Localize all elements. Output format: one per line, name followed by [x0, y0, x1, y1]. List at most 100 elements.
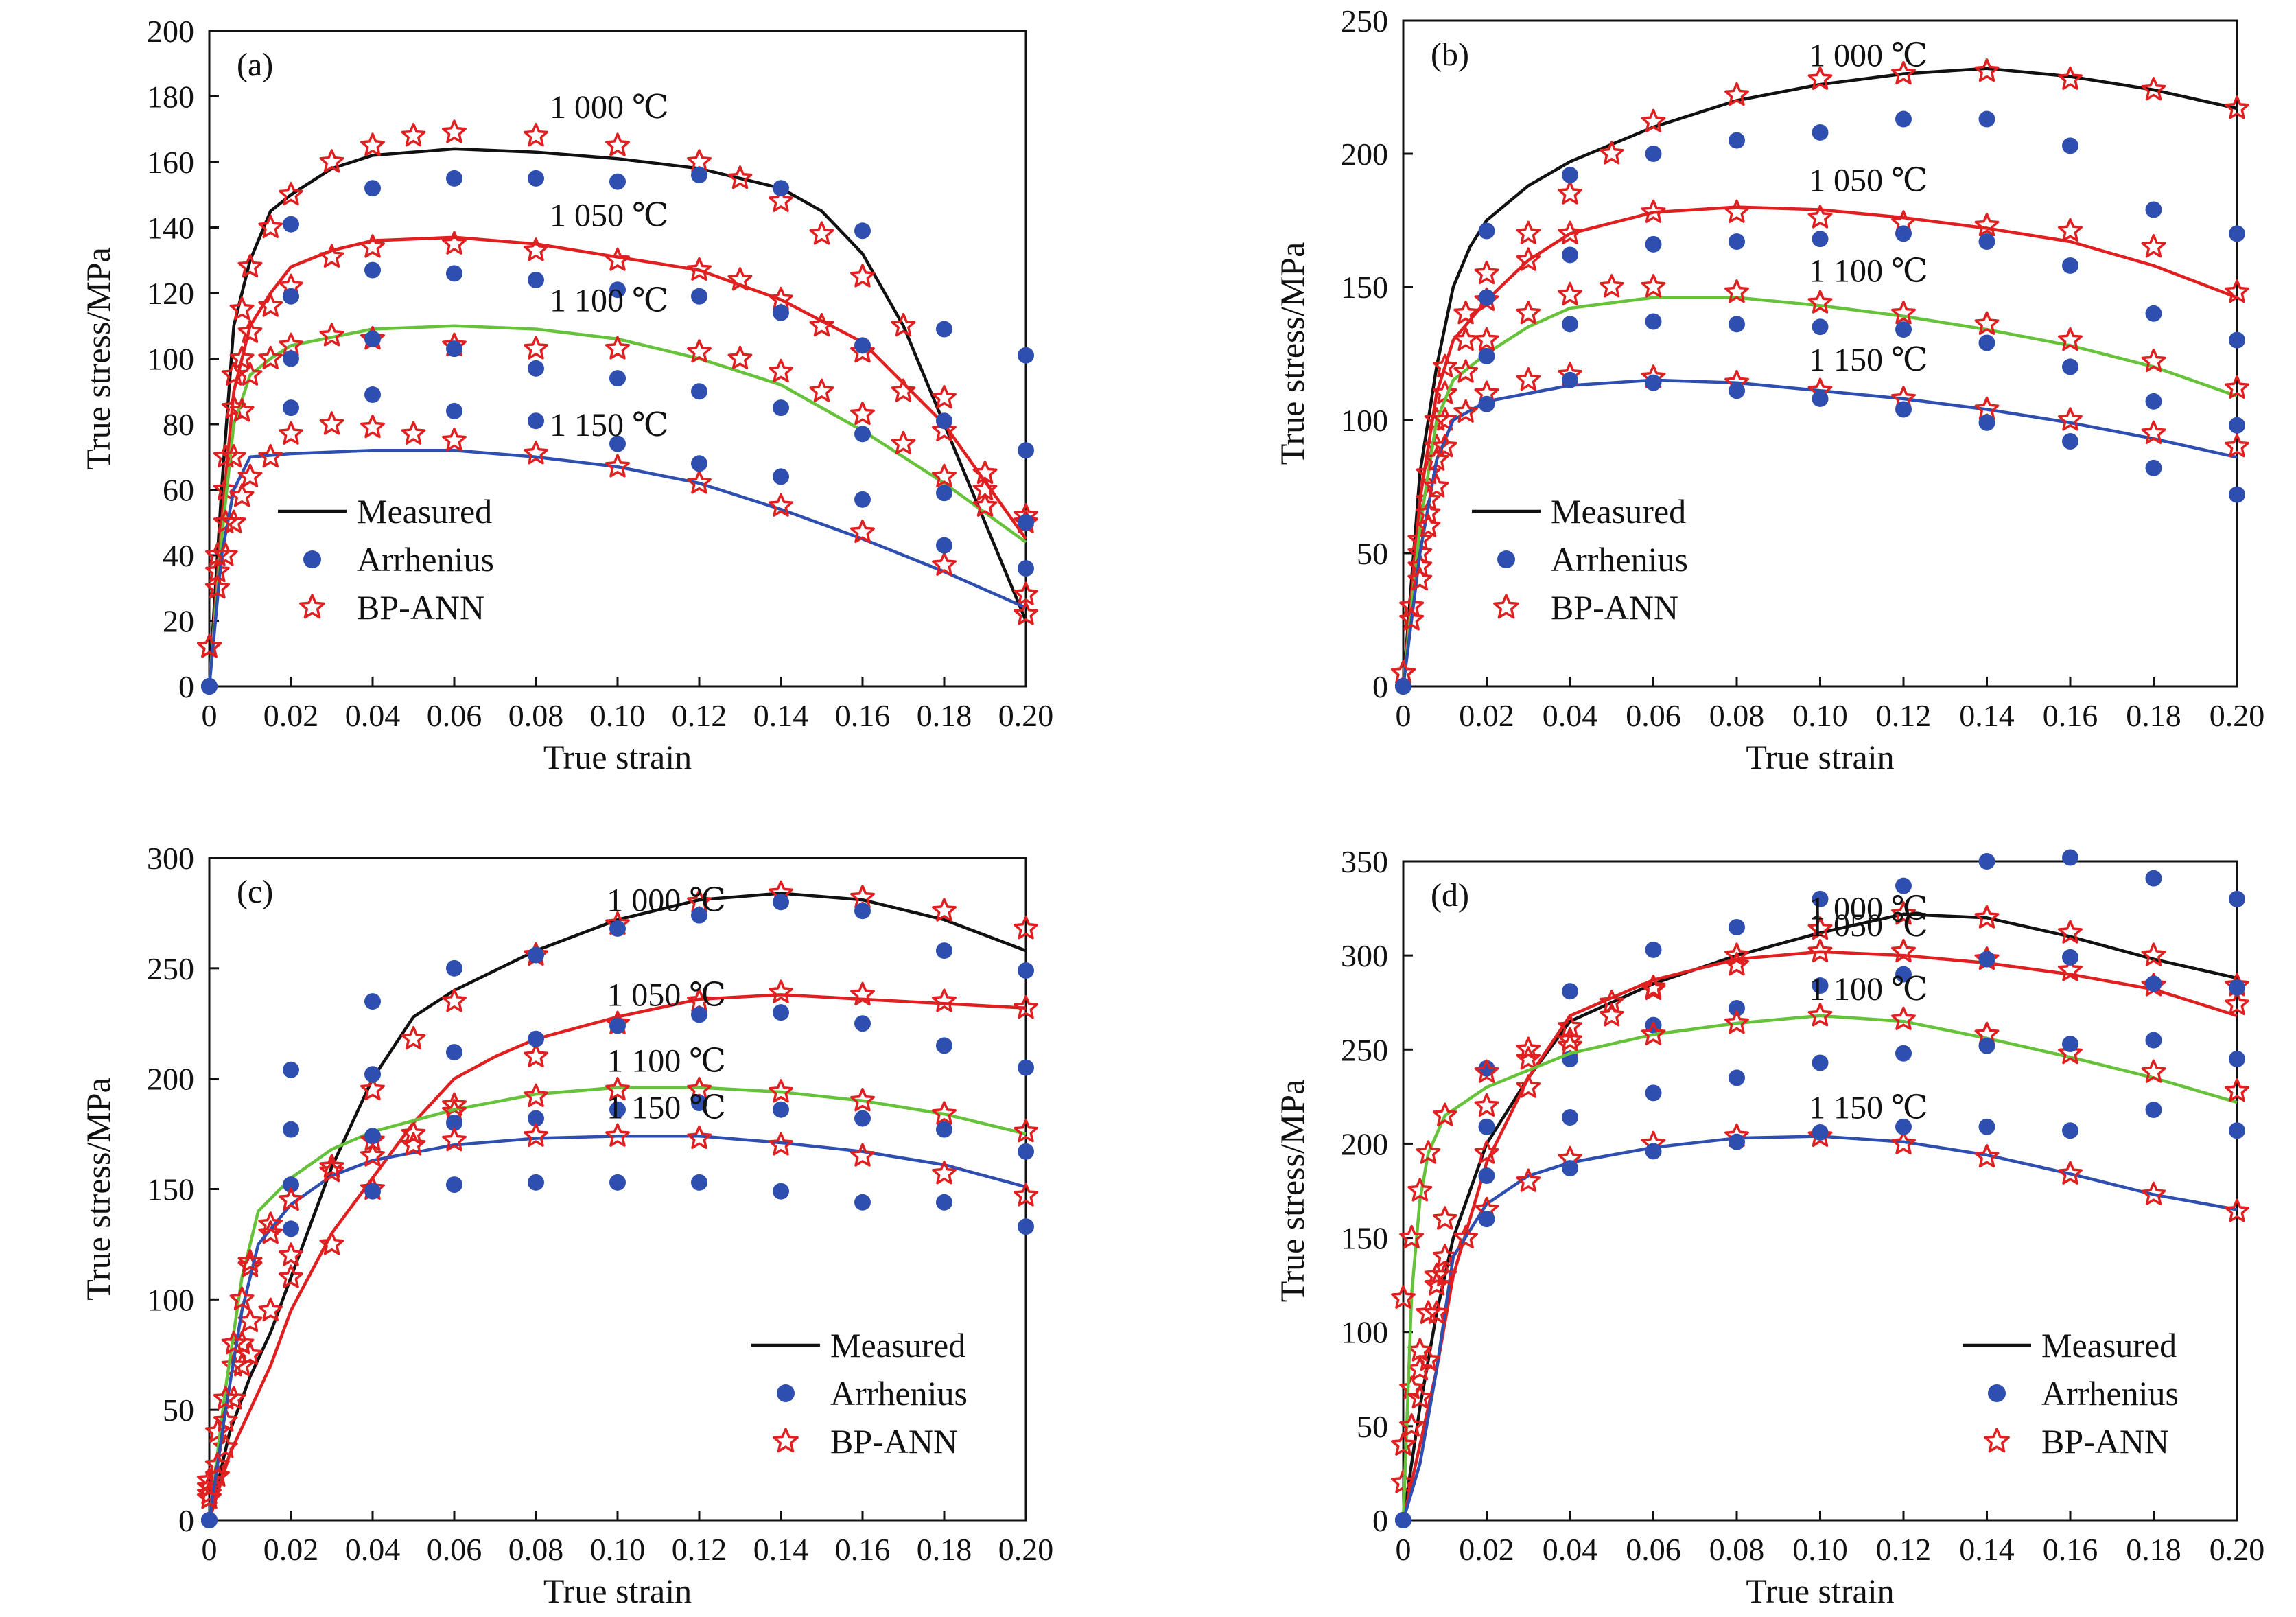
x-tick-label: 0.10 — [1792, 1532, 1848, 1567]
arrhenius-point — [2062, 849, 2078, 866]
y-tick-label: 200 — [1341, 1126, 1388, 1161]
arrhenius-point — [773, 894, 789, 911]
x-tick-label: 0.20 — [2210, 698, 2265, 733]
arrhenius-point — [691, 288, 707, 305]
x-tick-label: 0.20 — [998, 1532, 1054, 1567]
arrhenius-point — [364, 1183, 381, 1200]
bpann-point — [258, 1220, 283, 1244]
legend-bpann-swatch — [773, 1428, 799, 1453]
y-tick-label: 0 — [1372, 669, 1388, 704]
bpann-point — [850, 264, 875, 288]
legend-measured-label: Measured — [830, 1326, 965, 1364]
bpann-point — [1516, 1074, 1541, 1098]
legend-bpann-label: BP-ANN — [830, 1422, 958, 1461]
bpann-point — [1432, 1102, 1457, 1126]
y-tick-label: 0 — [1372, 1503, 1388, 1538]
bpann-point — [204, 1452, 230, 1476]
arrhenius-point — [2145, 870, 2162, 887]
y-tick-label: 50 — [1357, 536, 1388, 571]
arrhenius-point — [2145, 393, 2162, 410]
y-tick-label: 100 — [1341, 403, 1388, 438]
bpann-point — [319, 1159, 344, 1183]
temperature-label: 1 000 ℃ — [1809, 37, 1928, 73]
arrhenius-point — [1562, 167, 1578, 184]
bpann-point — [1432, 1244, 1457, 1268]
panel-label: (b) — [1431, 36, 1469, 73]
arrhenius-point — [364, 993, 381, 1010]
bpann-point — [1416, 1300, 1441, 1324]
arrhenius-point — [283, 216, 299, 233]
bpann-point — [2141, 77, 2166, 101]
bpann-point — [1416, 500, 1441, 524]
arrhenius-point — [1895, 877, 1912, 894]
bpann-point — [1014, 581, 1038, 605]
bpann-point — [360, 415, 385, 439]
bpann-point — [213, 542, 238, 566]
bpann-point — [1416, 1140, 1441, 1164]
x-tick-label: 0.12 — [672, 698, 727, 733]
arrhenius-point — [2145, 201, 2162, 218]
arrhenius-point — [1018, 560, 1034, 577]
x-tick-label: 0.18 — [917, 698, 972, 733]
temperature-label: 1 000 ℃ — [607, 883, 726, 919]
x-tick-label: 0.16 — [835, 698, 891, 733]
temperature-label: 1 150 ℃ — [1809, 1089, 1928, 1126]
arrhenius-point — [528, 271, 544, 288]
arrhenius-point — [2062, 257, 2078, 274]
bpann-point — [442, 1127, 467, 1152]
legend-measured-label: Measured — [2041, 1326, 2177, 1364]
legend-bpann-swatch — [299, 594, 325, 619]
legend-arrhenius-swatch — [1497, 550, 1515, 568]
arrhenius-point — [1562, 983, 1578, 1000]
bpann-point — [221, 444, 246, 468]
bpann-point — [1407, 567, 1433, 591]
bpann-point — [197, 633, 222, 658]
arrhenius-point — [1729, 316, 1745, 333]
arrhenius-point — [1978, 951, 1995, 968]
legend-arrhenius-label: Arrhenius — [830, 1374, 968, 1412]
bpann-point — [1599, 989, 1624, 1014]
bpann-point — [237, 319, 263, 343]
arrhenius-point — [1895, 225, 1912, 242]
bpann-point — [972, 493, 998, 517]
arrhenius-point — [1812, 977, 1829, 994]
arrhenius-point — [201, 1512, 218, 1528]
bpann-point — [1474, 1140, 1499, 1164]
bpann-point — [1599, 141, 1624, 165]
arrhenius-point — [854, 1015, 871, 1032]
temperature-label: 1 150 ℃ — [1809, 342, 1928, 378]
y-tick-label: 300 — [1341, 938, 1388, 973]
arrhenius-point — [1645, 235, 1662, 253]
bpann-point — [279, 1187, 303, 1211]
x-tick-label: 0 — [1396, 1532, 1411, 1567]
bpann-point — [279, 421, 303, 445]
y-tick-label: 50 — [163, 1393, 194, 1428]
y-tick-label: 0 — [178, 1503, 194, 1538]
x-tick-label: 0.02 — [1459, 698, 1514, 733]
arrhenius-point — [1018, 347, 1034, 364]
bpann-point — [605, 454, 630, 478]
y-tick-label: 200 — [147, 14, 194, 49]
arrhenius-point — [1895, 110, 1912, 128]
bpann-point — [1807, 1123, 1833, 1147]
bpann-point — [204, 1419, 230, 1443]
bpann-point — [319, 244, 344, 268]
arrhenius-point — [691, 167, 707, 184]
arrhenius-point — [1478, 1211, 1495, 1228]
bpann-point — [605, 336, 630, 360]
arrhenius-point — [854, 491, 871, 508]
bpann-point — [687, 257, 712, 281]
bpann-point — [2225, 1078, 2249, 1102]
temperature-label: 1 050 ℃ — [550, 197, 669, 233]
arrhenius-point — [1895, 1045, 1912, 1062]
bpann-point — [442, 428, 467, 452]
arrhenius-point — [1018, 1143, 1034, 1160]
arrhenius-point — [691, 383, 707, 400]
y-tick-label: 60 — [163, 473, 194, 508]
legend-bpann-label: BP-ANN — [2041, 1422, 2169, 1461]
legend-arrhenius-swatch — [303, 550, 321, 568]
arrhenius-point — [446, 340, 462, 358]
arrhenius-point — [1478, 222, 1495, 240]
arrhenius-point — [2229, 1122, 2245, 1139]
arrhenius-point — [691, 1006, 707, 1023]
